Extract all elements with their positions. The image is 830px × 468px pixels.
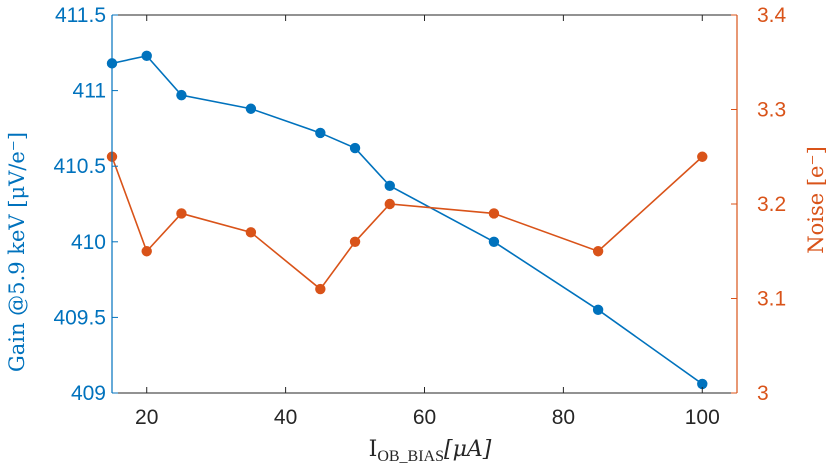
left-axis-label: Gain @5.9 keV [μV/e⁻]	[5, 132, 29, 372]
noise-data-point	[488, 208, 500, 219]
left-y-tick-label: 411	[73, 80, 106, 103]
noise-data-point	[592, 246, 604, 257]
x-tick-label: 100	[685, 406, 720, 429]
right-y-tick-label: 3.4	[757, 4, 787, 27]
noise-data-point	[245, 227, 257, 238]
gain-data-point	[349, 142, 361, 154]
right-y-tick-label: 3.1	[757, 288, 786, 311]
gain-data-point	[488, 236, 500, 247]
noise-data-point	[315, 283, 326, 295]
gain-data-point	[141, 50, 152, 62]
noise-data-point	[349, 236, 361, 247]
x-axis-label-unit: [μA]	[444, 437, 492, 462]
left-y-tick-label: 409	[71, 382, 106, 405]
gain-data-point	[245, 103, 257, 114]
right-axis-label: Noise [e⁻]	[804, 146, 828, 254]
gain-data-point	[315, 127, 326, 139]
gain-data-point	[592, 304, 604, 316]
noise-series-line	[111, 156, 703, 291]
left-y-tick-label: 410	[71, 231, 106, 254]
x-tick-label: 80	[552, 406, 575, 429]
gain-data-point	[384, 180, 395, 192]
gain-data-point	[697, 378, 708, 390]
noise-data-point	[176, 208, 187, 219]
x-axis-label-main: I	[369, 437, 378, 462]
noise-data-point	[384, 198, 395, 210]
left-y-tick-label: 410.5	[53, 155, 106, 178]
x-tick-label: 60	[413, 406, 436, 429]
right-y-tick-label: 3.3	[757, 99, 786, 122]
gain-data-point	[176, 89, 187, 101]
left-y-tick-label: 411.5	[55, 4, 106, 27]
right-y-tick-label: 3	[757, 382, 769, 405]
noise-data-point	[697, 151, 708, 162]
noise-data-point	[141, 246, 152, 257]
left-y-tick-label: 409.5	[53, 306, 106, 329]
x-axis-label-subscript: OB_BIAS	[377, 448, 444, 465]
x-tick-label: 20	[135, 406, 158, 429]
gain-series-line	[111, 54, 703, 385]
x-axis-label: IOB_BIAS[μA]	[369, 437, 492, 465]
right-y-tick-label: 3.2	[757, 193, 786, 216]
x-tick-label: 40	[274, 406, 297, 429]
